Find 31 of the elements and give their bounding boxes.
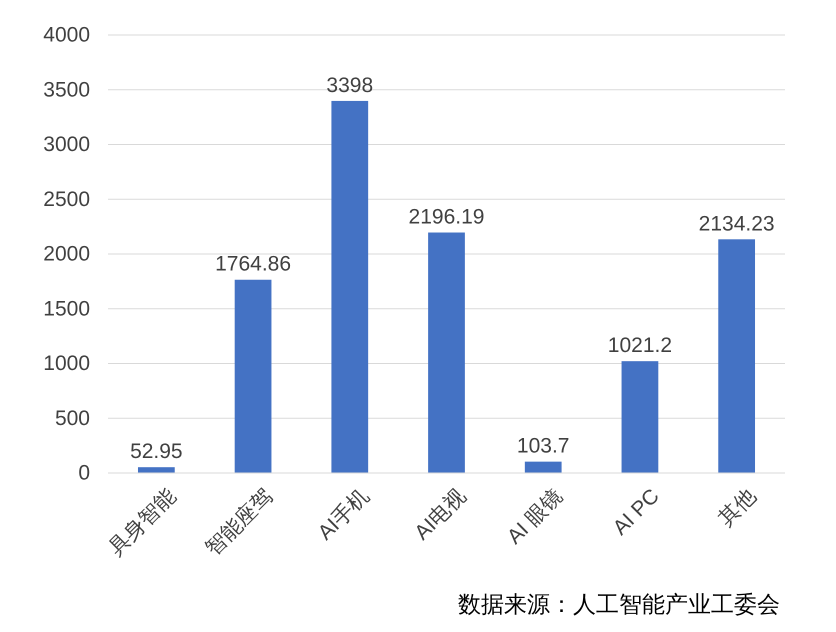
- y-tick-label: 500: [54, 406, 90, 430]
- y-tick-label: 3500: [43, 78, 90, 102]
- x-tick-label: AI手机: [314, 484, 374, 545]
- x-tick-label: AI 眼镜: [502, 484, 568, 549]
- bar: [138, 467, 175, 473]
- y-tick-label: 1000: [43, 352, 90, 376]
- data-label: 1764.86: [215, 252, 292, 276]
- data-label: 3398: [326, 74, 374, 97]
- data-label: 52.95: [130, 440, 183, 464]
- y-tick-label: 2000: [43, 242, 90, 266]
- data-label: 2134.23: [698, 212, 775, 236]
- x-tick-label: 具身智能: [104, 484, 180, 560]
- x-tick-label: 其他: [714, 484, 760, 530]
- y-tick-label: 2500: [43, 188, 90, 211]
- data-label: 103.7: [516, 434, 570, 458]
- y-tick-label: 0: [78, 462, 90, 485]
- bar: [331, 100, 368, 473]
- bar: [524, 462, 562, 473]
- source-note: 数据来源：人工智能产业工委会: [458, 591, 780, 617]
- bar: [234, 280, 272, 473]
- x-tick-label: 智能座驾: [201, 484, 277, 560]
- y-tick-label: 3000: [43, 133, 90, 156]
- y-tick-label: 1500: [43, 297, 90, 320]
- x-tick-label: AI电视: [410, 484, 470, 545]
- data-label: 2196.19: [408, 206, 484, 229]
- x-tick-label: AI PC: [608, 484, 664, 540]
- bar: [428, 232, 465, 473]
- bar: [718, 239, 756, 473]
- y-tick-label: 4000: [43, 24, 90, 47]
- bar: [622, 361, 658, 473]
- data-label: 1021.2: [608, 334, 672, 358]
